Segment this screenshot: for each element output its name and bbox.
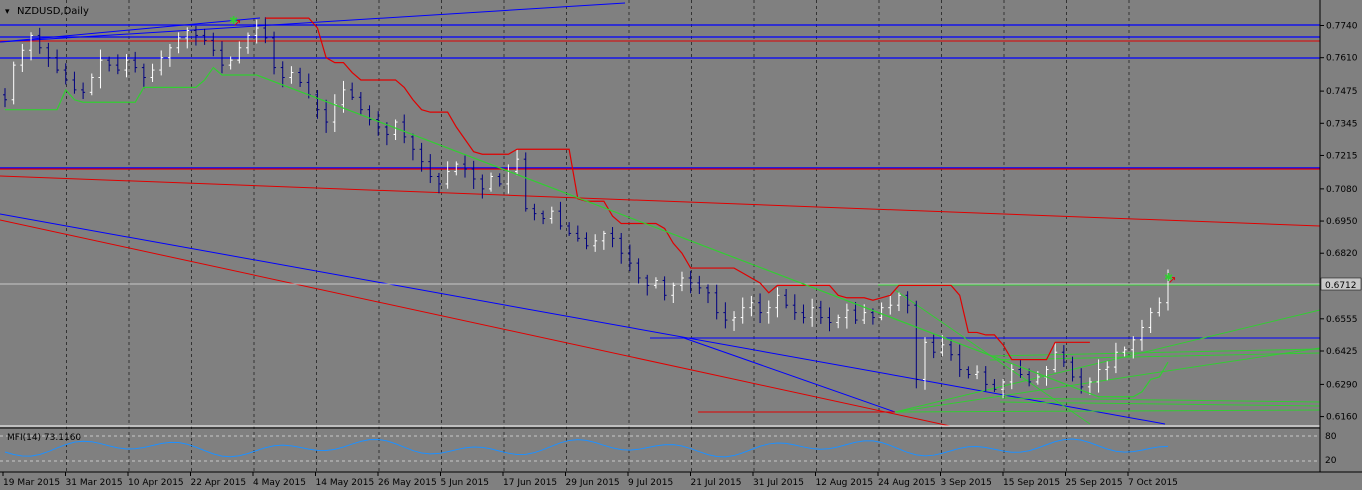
- current-price-badge: [1320, 277, 1362, 291]
- time-axis: 19 Mar 2015 31 Mar 2015 10 Apr 2015 22 Apr …: [2, 472, 1178, 488]
- price-tick-label: 0.6820: [1326, 249, 1358, 259]
- price-tick-label: 0.7610: [1326, 54, 1358, 64]
- mfi-label: MFI(14) 73.1160: [7, 433, 81, 443]
- current-price-label: 0.6712: [1325, 281, 1357, 291]
- time-tick-label: 31 Jul 2015: [753, 478, 804, 488]
- price-tick-label: 0.6290: [1326, 380, 1358, 390]
- blue-trend-lower: [0, 213, 1166, 425]
- time-tick-label: 4 May 2015: [253, 478, 306, 488]
- chart-menu-icon[interactable]: ▾: [5, 7, 10, 17]
- green-fan-6: [999, 401, 1321, 407]
- green-fan-1: [894, 309, 1321, 413]
- trailing-stop-green: [5, 66, 1169, 398]
- mfi-line: [4, 438, 1169, 458]
- time-tick-label: 5 Jun 2015: [441, 478, 489, 488]
- time-tick-label: 26 May 2015: [378, 478, 437, 488]
- time-tick-label: 25 Sep 2015: [1066, 478, 1123, 488]
- vertical-grid: [66, 0, 1130, 472]
- blue-channel-top-2: [0, 17, 261, 43]
- time-tick-label: 29 Jun 2015: [566, 478, 620, 488]
- fractal-up-icon: ✱: [229, 14, 238, 27]
- green-diagonal: [894, 289, 1091, 425]
- time-tick-label: 3 Sep 2015: [941, 478, 992, 488]
- mfi-level-20-label: 20: [1325, 456, 1337, 466]
- price-axis: 0.7740 0.7610 0.7475 0.7345 0.7215 0.7080 0.69…: [1320, 22, 1358, 423]
- fractal-arrow-icon-2: ↗: [1168, 275, 1176, 286]
- price-tick-label: 0.7475: [1326, 87, 1358, 97]
- chart-symbol-title: NZDUSD,Daily: [17, 6, 89, 17]
- price-tick-label: 0.7215: [1326, 151, 1358, 161]
- mfi-level-80-label: 80: [1325, 432, 1337, 442]
- fractal-up-icon-2: ✱: [1164, 271, 1173, 284]
- red-trend-upper: [0, 175, 1321, 227]
- time-tick-label: 9 Jul 2015: [628, 478, 673, 488]
- time-tick-label: 21 Jul 2015: [691, 478, 742, 488]
- time-tick-label: 12 Aug 2015: [816, 478, 874, 488]
- time-tick-label: 17 Jun 2015: [503, 478, 557, 488]
- time-tick-label: 22 Apr 2015: [191, 478, 247, 488]
- trailing-stop-red: [265, 17, 1090, 361]
- green-fan-3: [989, 348, 1321, 357]
- price-tick-label: 0.7740: [1326, 22, 1358, 32]
- time-tick-label: 31 Mar 2015: [66, 478, 123, 488]
- price-tick-label: 0.6425: [1326, 347, 1358, 357]
- time-tick-label: 15 Sep 2015: [1003, 478, 1060, 488]
- price-tick-label: 0.6950: [1326, 217, 1358, 227]
- price-tick-label: 0.7345: [1326, 119, 1358, 129]
- time-tick-label: 10 Apr 2015: [128, 478, 184, 488]
- fractal-markers: ✱ ↗ ✱ ↗: [229, 14, 1176, 286]
- green-fan-4: [989, 352, 1321, 361]
- blue-fan-line: [683, 337, 896, 413]
- time-tick-label: 24 Aug 2015: [878, 478, 936, 488]
- price-tick-label: 0.6555: [1326, 315, 1358, 325]
- time-tick-label: 14 May 2015: [316, 478, 375, 488]
- green-fan-7: [894, 409, 1321, 413]
- price-tick-label: 0.7080: [1326, 185, 1358, 195]
- price-tick-label: 0.6160: [1326, 413, 1358, 423]
- red-trend-lower: [0, 219, 951, 427]
- time-tick-label: 7 Oct 2015: [1128, 478, 1178, 488]
- fractal-arrow-icon: ↗: [233, 18, 241, 29]
- drawing-objects: [0, 2, 1321, 427]
- time-tick-label: 19 Mar 2015: [3, 478, 60, 488]
